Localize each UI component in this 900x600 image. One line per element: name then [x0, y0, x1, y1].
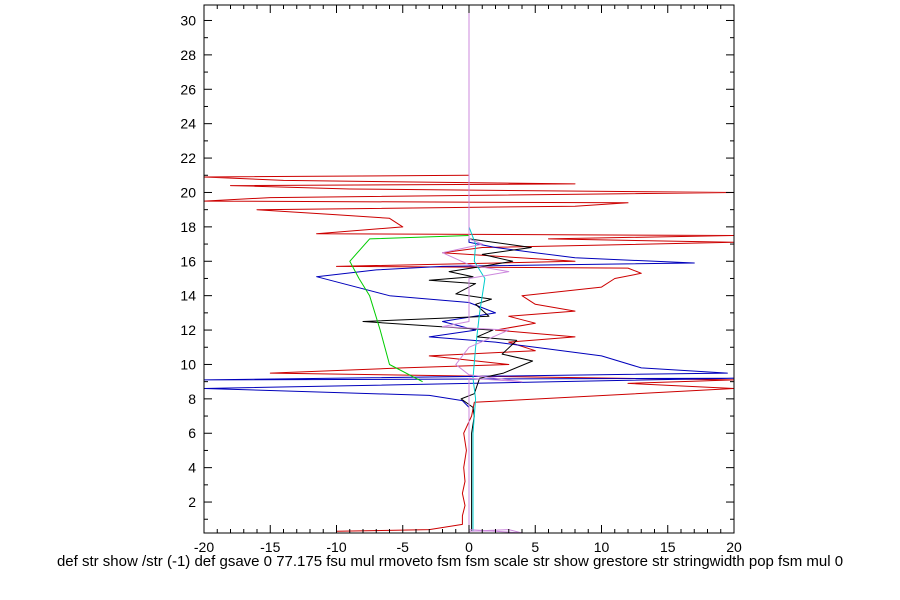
y-tick-label: 4: [188, 460, 196, 476]
y-tick-label: 28: [180, 47, 196, 63]
series-line-1: [204, 174, 734, 532]
y-tick-label: 14: [180, 288, 196, 304]
tick-layer: -20 -15 -10 -5 0 5 10 15 20246810121416182022242…: [180, 5, 742, 555]
x-tick-label: 20: [726, 539, 742, 555]
x-tick-label: 15: [660, 539, 676, 555]
series-line-4: [349, 235, 470, 383]
series-layer: [204, 5, 734, 533]
y-tick-label: 20: [180, 184, 196, 200]
x-tick-label: -10: [326, 539, 346, 555]
y-tick-label: 8: [188, 391, 196, 407]
x-tick-label: 5: [531, 539, 539, 555]
y-tick-label: 6: [188, 425, 196, 441]
x-axis-label: def str show /str (-1) def gsave 0 77.17…: [57, 553, 843, 570]
y-tick-label: 16: [180, 253, 196, 269]
x-tick-label: 10: [594, 539, 610, 555]
x-tick-label: -20: [194, 539, 214, 555]
y-tick-label: 12: [180, 322, 196, 338]
y-tick-label: 10: [180, 356, 196, 372]
y-tick-label: 26: [180, 81, 196, 97]
y-tick-label: 30: [180, 12, 196, 28]
y-tick-label: 24: [180, 116, 196, 132]
series-line-2: [204, 175, 734, 532]
x-tick-label: 0: [465, 539, 473, 555]
y-tick-label: 18: [180, 219, 196, 235]
x-tick-label: -15: [260, 539, 280, 555]
y-tick-label: 22: [180, 150, 196, 166]
y-tick-label: 2: [188, 494, 196, 510]
x-tick-label: -5: [397, 539, 410, 555]
series-line-3: [362, 175, 534, 532]
